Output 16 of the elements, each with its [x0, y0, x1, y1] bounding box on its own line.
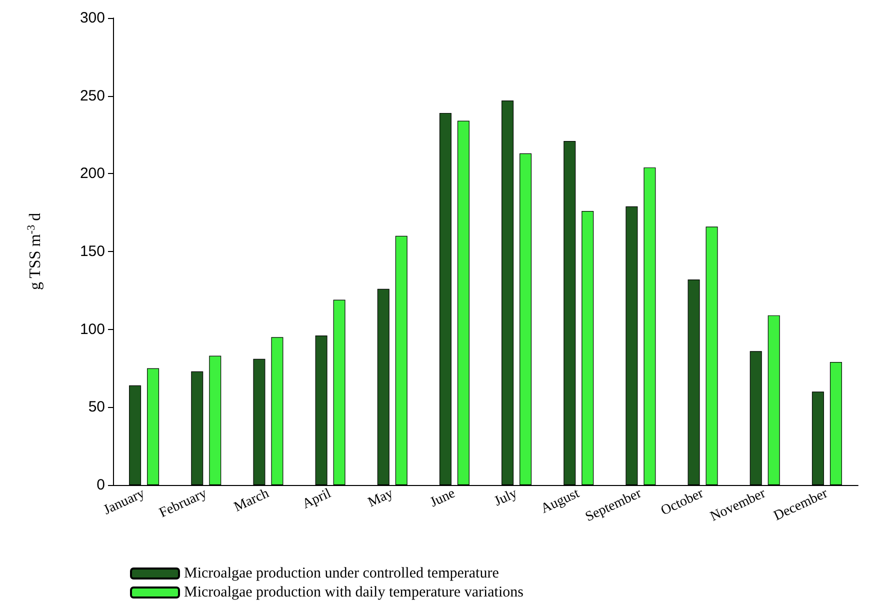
- x-tick-label: March: [232, 486, 272, 516]
- x-tick-label: May: [366, 486, 396, 511]
- y-tick-label: 200: [80, 165, 105, 182]
- y-tick-label: 150: [80, 243, 105, 260]
- x-tick-label: July: [492, 486, 520, 510]
- x-tick-label: August: [538, 486, 582, 517]
- y-tick-label: 0: [96, 476, 105, 494]
- y-tick-label: 50: [88, 398, 105, 416]
- y-tick-label: 250: [80, 87, 105, 104]
- y-tick-label: 100: [80, 320, 105, 338]
- x-tick-label: April: [300, 486, 334, 512]
- legend-label: Microalgae production with daily temperature variations: [184, 584, 524, 600]
- legend-label: Microalgae production under controlled temperature: [184, 566, 500, 582]
- x-tick-label: June: [428, 486, 458, 511]
- y-axis-title: g TSS m-3 d: [26, 212, 44, 290]
- y-tick-label: 300: [80, 10, 105, 26]
